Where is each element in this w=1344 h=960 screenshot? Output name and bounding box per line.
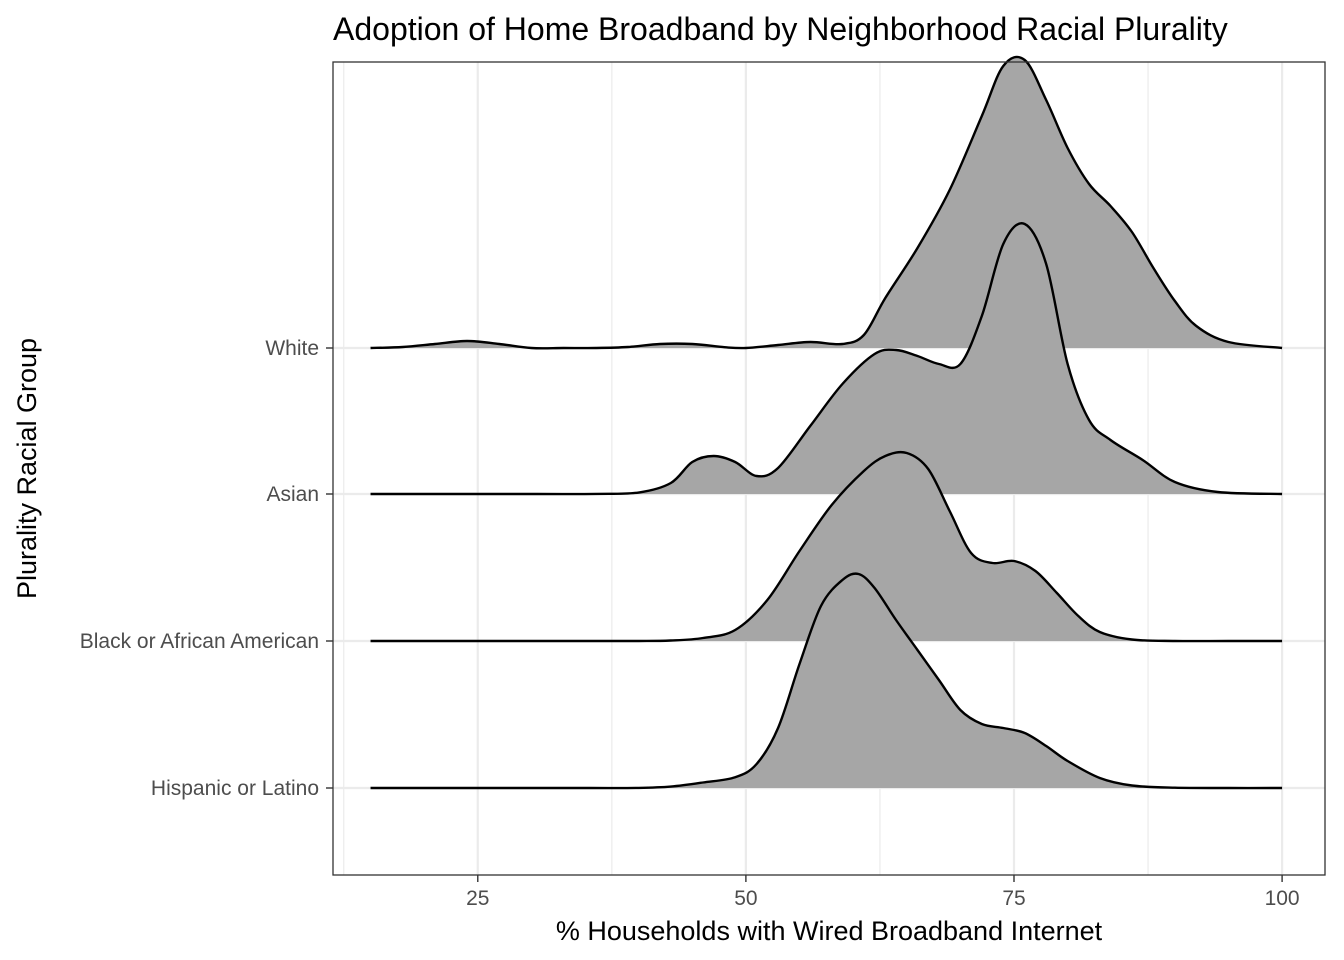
ridge-white [370,55,1283,350]
y-tick-label: Black or African American [80,630,319,653]
x-tick-label: 50 [734,887,757,910]
x-tick-label: 75 [1002,887,1025,910]
ridge-black-or-african-american [370,450,1283,643]
ridge-asian [370,222,1283,496]
plot-panel-border [332,61,1326,876]
ridge-line-black-or-african-american [370,450,1283,643]
x-tick-label: 100 [1265,887,1300,910]
ridge-hispanic-or-latino [370,572,1283,790]
ridge-line-hispanic-or-latino [370,572,1283,790]
y-tick-label: White [265,337,319,360]
y-axis-title: Plurality Racial Group [12,338,42,599]
ridge-fill-asian [370,223,1283,495]
density-ridges [370,55,1283,790]
y-tick-label: Hispanic or Latino [151,777,319,800]
x-tick-label: 25 [466,887,489,910]
ridge-line-white [370,55,1283,350]
chart-title: Adoption of Home Broadband by Neighborho… [333,11,1228,47]
ridge-fill-black-or-african-american [370,452,1283,642]
ridge-line-asian [370,222,1283,496]
ridge-fill-hispanic-or-latino [370,573,1283,789]
y-tick-label: Asian [266,483,319,506]
axes: 25 50 75 100 Hispanic or Latino Black or Afri… [80,337,1300,910]
x-axis-title: % Households with Wired Broadband Intern… [556,916,1103,946]
ridge-fill-white [370,56,1283,349]
